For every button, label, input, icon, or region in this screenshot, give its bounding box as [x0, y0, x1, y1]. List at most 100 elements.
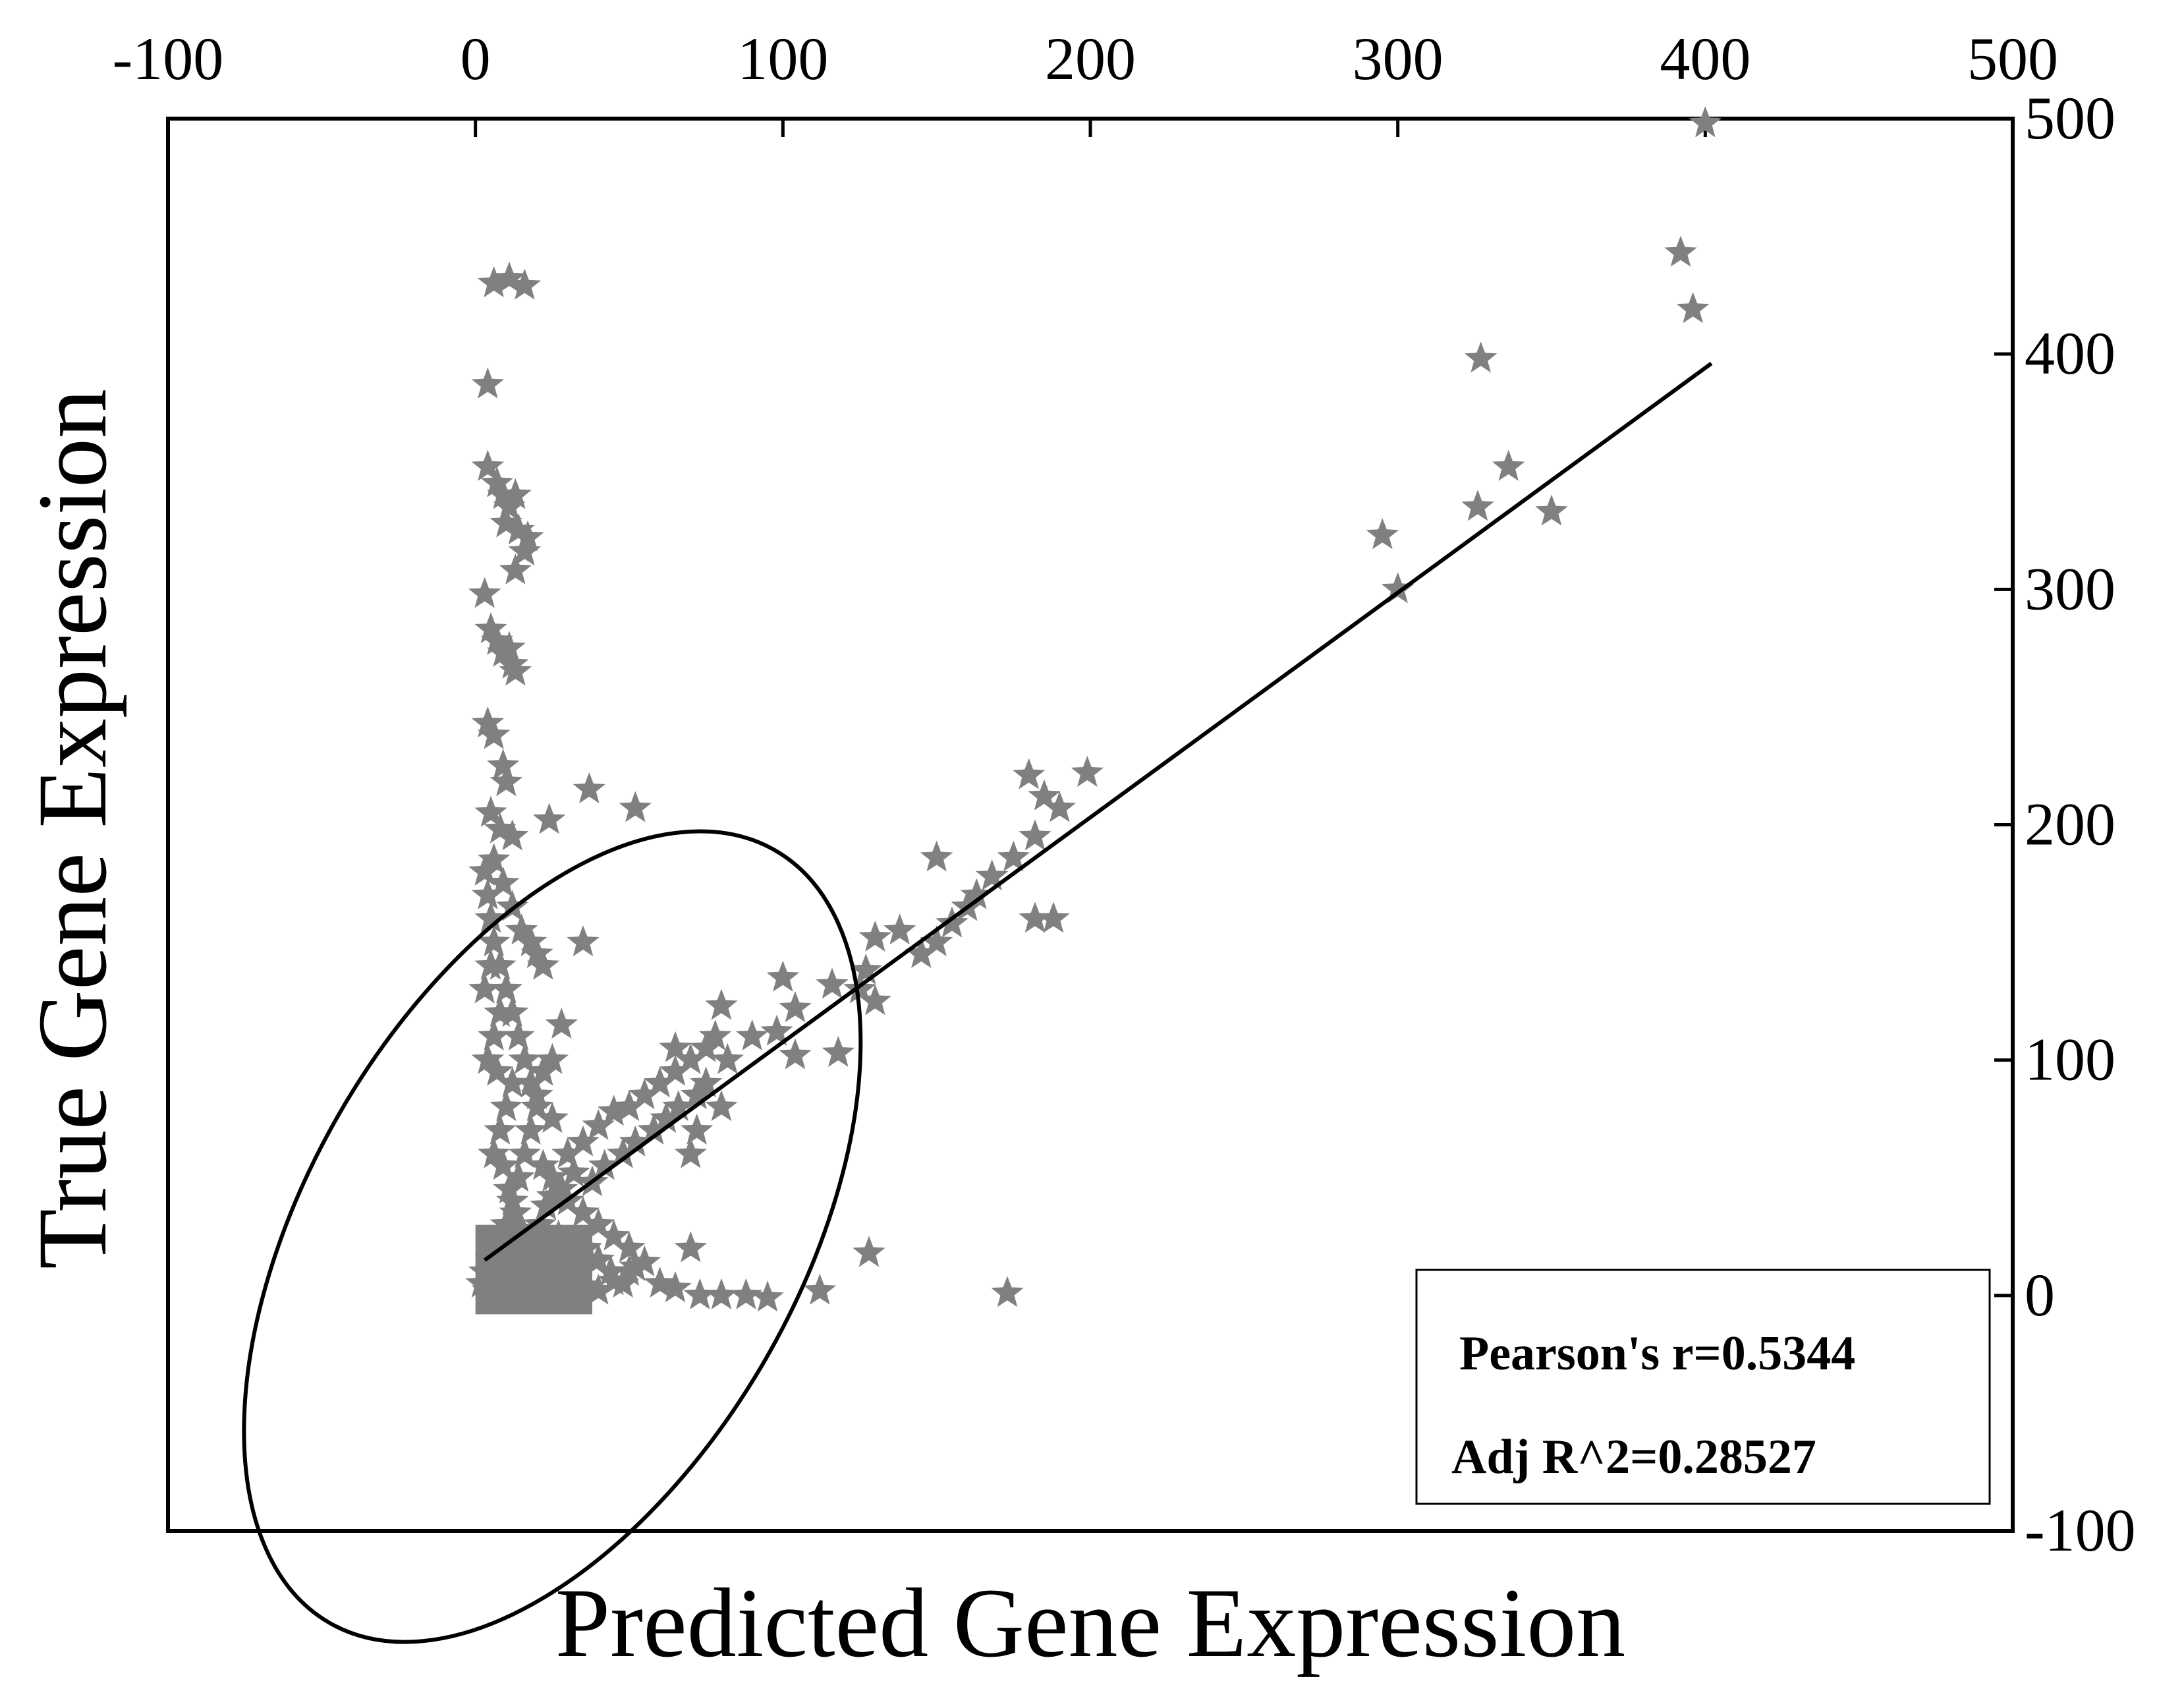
data-point	[486, 478, 520, 509]
data-point	[477, 925, 511, 957]
data-point	[849, 953, 883, 985]
data-point	[484, 1113, 517, 1145]
data-point	[569, 1231, 603, 1263]
data-point	[594, 1255, 627, 1286]
x-axis-ticks: -100 0 100 200 300 400 500	[113, 25, 2058, 137]
data-point	[557, 1156, 590, 1188]
data-point	[495, 890, 529, 921]
data-point	[628, 1245, 661, 1276]
data-point	[760, 1014, 793, 1046]
data-point	[514, 1278, 547, 1309]
data-point	[502, 1160, 535, 1192]
data-point	[659, 1031, 692, 1062]
data-point	[936, 906, 968, 938]
data-point	[477, 843, 511, 874]
data-point	[822, 1036, 855, 1067]
data-point	[1366, 518, 1399, 550]
data-point	[490, 972, 523, 1004]
data-point	[471, 706, 505, 737]
y-axis-title: True Gene Expression	[18, 389, 127, 1269]
data-point	[1676, 292, 1710, 324]
data-point	[991, 1276, 1024, 1307]
data-point	[551, 1137, 584, 1168]
data-point	[674, 1043, 708, 1074]
data-point	[588, 1149, 621, 1180]
data-point	[495, 1184, 529, 1215]
data-point	[520, 936, 553, 968]
data-point	[477, 1278, 511, 1309]
data-point	[1012, 758, 1046, 789]
data-point	[536, 1102, 569, 1133]
data-point	[1664, 235, 1697, 267]
data-point	[853, 1236, 885, 1267]
data-point	[502, 1273, 535, 1305]
data-point	[532, 803, 566, 834]
data-point	[508, 268, 542, 300]
data-point	[468, 1255, 501, 1286]
data-point	[471, 449, 505, 481]
data-point	[505, 1212, 538, 1244]
data-point	[551, 1278, 584, 1309]
data-point	[751, 1280, 784, 1312]
y-tick-label: 0	[2025, 1261, 2055, 1329]
data-point	[523, 1207, 557, 1239]
data-point	[539, 1273, 572, 1305]
data-point	[495, 996, 529, 1027]
data-point	[705, 1278, 738, 1309]
data-point	[502, 1019, 535, 1050]
data-point	[526, 1149, 560, 1180]
data-point	[803, 1273, 837, 1305]
data-point	[508, 1137, 542, 1168]
data-point	[508, 1043, 542, 1074]
data-point	[1028, 779, 1061, 811]
data-point	[1464, 341, 1498, 373]
data-point	[637, 1113, 671, 1145]
data-point	[975, 859, 1009, 891]
data-point	[705, 988, 738, 1020]
data-point	[474, 948, 507, 980]
data-point	[536, 1160, 569, 1192]
data-point	[517, 1259, 551, 1291]
cluster-ellipse	[242, 829, 863, 1644]
data-point	[1492, 449, 1525, 481]
data-point	[486, 749, 520, 780]
data-point	[613, 1090, 646, 1122]
data-point	[548, 1236, 581, 1267]
data-point	[1689, 106, 1722, 138]
data-point	[477, 266, 511, 298]
y-tick-label: 200	[2025, 791, 2115, 858]
data-point	[920, 925, 953, 957]
data-point	[465, 1267, 498, 1298]
data-point	[905, 936, 938, 968]
data-point	[499, 1195, 532, 1227]
data-point	[698, 1019, 732, 1050]
data-point	[766, 960, 800, 992]
data-point	[536, 1043, 569, 1074]
data-point	[567, 925, 600, 957]
data-point	[1461, 490, 1494, 521]
data-point	[474, 795, 507, 827]
data-point	[689, 1066, 723, 1098]
data-point	[1381, 572, 1414, 604]
data-point	[689, 1031, 723, 1062]
data-point	[997, 840, 1030, 872]
data-point	[661, 1090, 695, 1122]
data-point	[526, 948, 560, 980]
data-point	[474, 902, 507, 933]
data-point	[477, 1137, 511, 1168]
data-point	[1043, 791, 1077, 822]
data-point	[542, 1219, 575, 1251]
data-point	[480, 623, 514, 655]
data-point	[619, 1125, 652, 1157]
data-point	[477, 1019, 511, 1050]
data-point	[499, 553, 532, 585]
data-point	[468, 854, 501, 886]
data-point	[1019, 902, 1051, 933]
data-point	[883, 913, 916, 945]
data-point	[735, 1019, 769, 1050]
data-point	[567, 1195, 600, 1227]
data-point	[1071, 755, 1104, 787]
x-tick-label: 400	[1660, 25, 1750, 92]
data-point	[490, 1207, 523, 1239]
